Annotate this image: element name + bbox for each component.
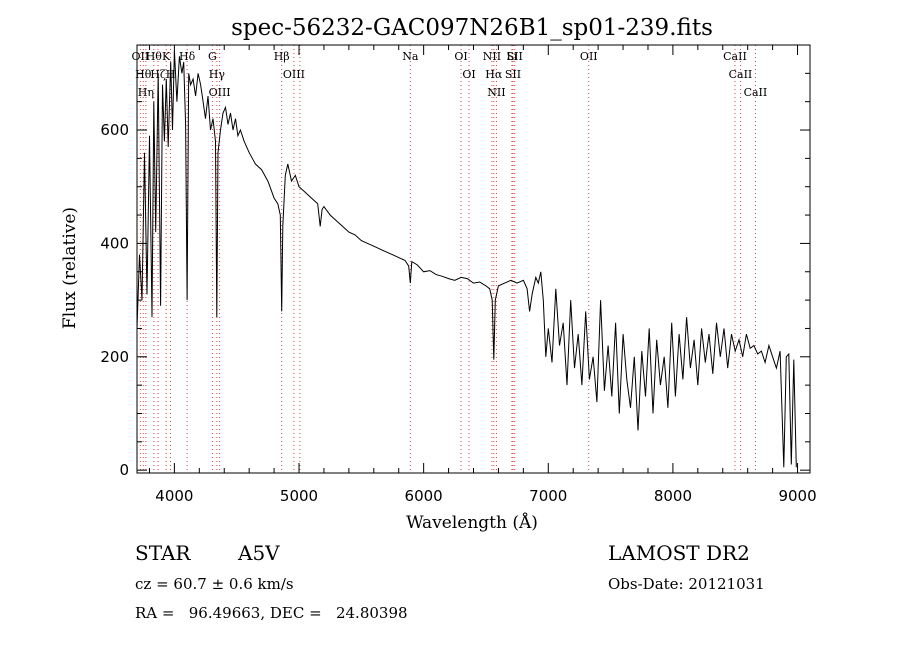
line-label: SII [507,50,523,63]
y-tick-label: 200 [100,348,129,366]
y-tick-label: 0 [119,461,129,479]
line-label: Hα [485,68,503,81]
line-label: Hγ [209,68,226,81]
line-label: OII [132,50,150,63]
line-label: OI [462,68,475,81]
x-axis-label: Wavelength (Å) [406,512,538,533]
y-tick-label: 400 [100,234,129,252]
line-label: CaII [723,50,747,63]
x-tick-label: 9000 [778,487,816,505]
x-tick-label: 6000 [405,487,443,505]
x-tick-label: 8000 [654,487,692,505]
line-label: G [208,50,217,63]
line-label: Hβ [274,50,290,63]
y-tick-label: 600 [100,121,129,139]
line-label: Hθ [135,68,152,81]
line-label: Na [402,50,419,63]
line-label: OIII [283,68,305,81]
line-label: CaII [744,86,768,99]
axis-ticks [137,45,810,473]
tick-labels: 4000 5000 6000 7000 8000 9000 0 200 400 600 [100,121,816,505]
line-label: Li [506,50,517,63]
redshift-text: cz = 60.7 ± 0.6 km/s [135,575,294,593]
observation-date: Obs-Date: 20121031 [608,575,765,593]
line-label: OII [580,50,598,63]
spectral-subclass: A5V [238,541,280,565]
x-tick-label: 4000 [155,487,193,505]
coordinates-text: RA = 96.49663, DEC = 24.80398 [135,604,408,622]
x-tick-label: 7000 [529,487,567,505]
survey-name: LAMOST DR2 [608,541,750,565]
line-label: CaII [729,68,753,81]
line-label: OIII [209,86,231,99]
line-label: NII [487,86,505,99]
line-label: Hδ [179,50,196,63]
chart-title: spec-56232-GAC097N26B1_sp01-239.fits [231,15,713,41]
line-label: SII [505,68,521,81]
line-label: Hη [138,86,154,99]
line-label: NII [483,50,501,63]
spectrum-series-line [136,50,797,468]
object-class: STAR [135,541,191,565]
y-axis-label: Flux (relative) [60,207,80,329]
plot-frame [136,44,811,474]
line-label: K [162,50,171,63]
x-tick-label: 5000 [280,487,318,505]
spectral-line-markers [139,45,756,473]
line-label: OI [454,50,467,63]
line-label: Hθ [146,50,163,63]
